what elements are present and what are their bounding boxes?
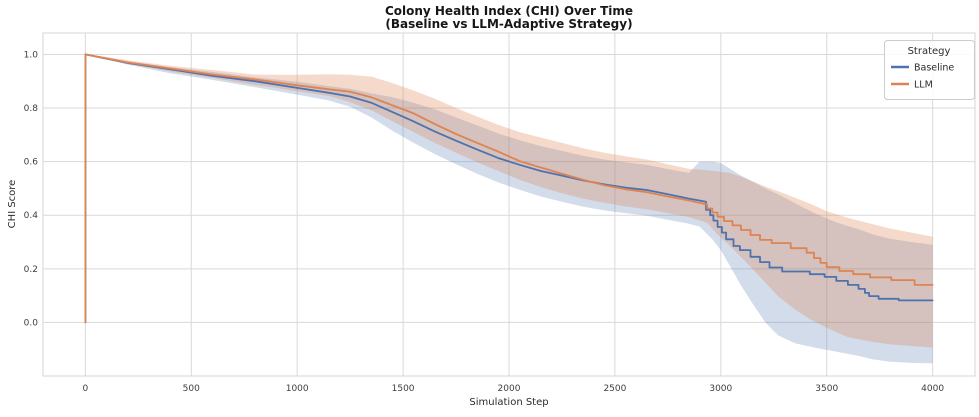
baseline-confidence-band [88,54,933,364]
baseline-line [84,53,934,324]
legend: Strategy Baseline LLM [884,40,975,100]
x-tick-label: 0 [82,384,88,394]
x-tick-label: 500 [183,384,200,394]
llm-line [84,53,934,324]
y-tick-label: 0.6 [24,158,39,168]
x-tick-label: 2500 [603,384,626,394]
plot-border [42,32,976,377]
y-tick-label: 0.0 [24,318,39,328]
y-tick-label: 0.4 [24,211,39,221]
y-axis-label: CHI Score [7,180,18,229]
tick-label-layer: 0 500 1000 1500 2000 2500 3000 3500 4000 0.0 0.2 0.… [24,50,945,394]
legend-title: Strategy [908,46,951,57]
chart-title: Colony Health Index (CHI) Over Time [385,4,633,18]
x-tick-label: 1000 [286,384,309,394]
confidence-band-layer [88,54,933,364]
y-tick-label: 1.0 [24,50,39,60]
y-tick-label: 0.2 [24,265,38,275]
series-line-layer [84,53,934,324]
x-tick-label: 3500 [815,384,838,394]
x-axis-label: Simulation Step [469,397,548,408]
x-tick-label: 3000 [709,384,732,394]
x-tick-label: 1500 [392,384,415,394]
llm-confidence-band [88,54,933,348]
chart-subtitle: (Baseline vs LLM-Adaptive Strategy) [385,17,632,31]
y-tick-label: 0.8 [24,104,39,114]
x-tick-label: 4000 [921,384,944,394]
legend-label-llm: LLM [914,80,933,91]
x-tick-label: 2000 [498,384,521,394]
legend-label-baseline: Baseline [914,63,954,74]
